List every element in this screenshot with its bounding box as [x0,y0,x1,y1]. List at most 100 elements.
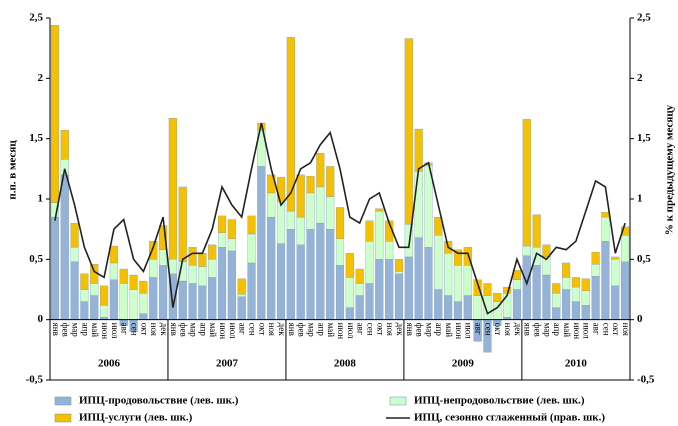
bar [375,259,384,320]
bar [129,274,138,290]
bar [119,283,128,320]
y-tick-label: 0 [38,313,44,325]
bar [168,118,177,260]
bar [571,277,580,288]
x-tick-label: апр [552,323,562,337]
bar [326,229,335,320]
bar [512,289,522,320]
x-tick-label: май [326,323,336,338]
bar [168,259,177,274]
x-tick-label: авг [120,323,130,335]
bar [247,233,256,264]
x-tick-label: июл [228,323,238,339]
legend-label: ИПЦ-услуги (лев. шк.) [79,412,193,424]
bar [611,285,620,320]
bar [178,186,187,262]
x-tick-label: мар [71,323,81,338]
bar [296,216,305,246]
bar [100,305,109,318]
bar [571,301,580,320]
y2-tick-label: -0,5 [637,374,655,386]
x-tick-label: июн [572,323,582,340]
y2-tick-label: 0,5 [637,253,651,265]
legend-swatch [389,396,407,406]
bar [621,226,630,236]
bar [591,251,600,265]
x-tick-label: ноя [503,323,513,336]
bar [335,265,345,320]
year-label: 2010 [565,358,588,370]
legend-swatch [54,396,72,406]
x-tick-label: авг [474,323,484,335]
x-tick-label: июл [110,323,120,339]
x-tick-label: янв [523,323,533,336]
x-tick-label: янв [169,323,179,336]
bar [60,174,69,320]
bar [326,196,335,230]
bar [611,256,620,260]
bar [188,247,197,266]
bar [542,244,551,258]
x-tick-label: ноя [149,323,159,336]
x-tick-label: авг [356,323,366,335]
y-tick-label: 1,5 [29,132,43,144]
x-tick-label: апр [198,323,208,337]
bar [345,307,354,320]
bar [581,290,590,306]
x-tick-label: окт [139,323,149,336]
bar [414,237,423,320]
bar [217,215,227,233]
bar [552,292,561,308]
x-tick-label: дек [513,323,523,337]
x-tick-label: май [208,323,218,338]
bar [198,266,207,287]
bar [149,259,158,278]
x-tick-label: июл [464,323,474,339]
bar [571,286,580,302]
bar [158,265,168,320]
bar [267,216,276,320]
x-tick-label: сен [129,323,139,336]
legend-swatch [54,413,72,423]
bar [601,241,610,320]
bar [581,305,590,320]
bar [158,225,168,250]
y-tick-label: 2 [38,72,44,84]
bar [119,268,128,284]
bar [208,259,217,278]
x-tick-label: мар [424,323,434,338]
bar [316,186,325,224]
bar [109,279,118,320]
bar [227,219,236,239]
bar [434,289,443,320]
x-tick-label: сен [365,323,375,336]
bar [404,256,413,320]
bar [345,277,354,308]
bar [80,301,89,320]
bar [355,295,364,320]
bar [375,208,384,212]
bar [237,294,246,297]
bar [512,279,522,290]
bar [50,25,59,203]
bar [70,261,79,320]
x-tick-label: апр [316,323,326,337]
y2-tick-label: 0 [637,313,643,325]
bar [385,241,394,260]
bar [276,201,286,244]
bar [453,249,463,266]
bar [621,261,630,320]
bar [601,216,610,242]
x-tick-label: фев [533,323,543,337]
x-tick-label: июн [100,323,110,340]
x-tick-label: июл [346,323,356,339]
bar [552,307,561,320]
bar [414,128,423,172]
x-tick-label: мар [542,323,552,338]
bar [335,207,345,239]
bar [139,280,148,294]
bar [453,265,463,302]
bar [522,245,531,256]
bar [532,214,541,248]
bar [70,222,79,248]
